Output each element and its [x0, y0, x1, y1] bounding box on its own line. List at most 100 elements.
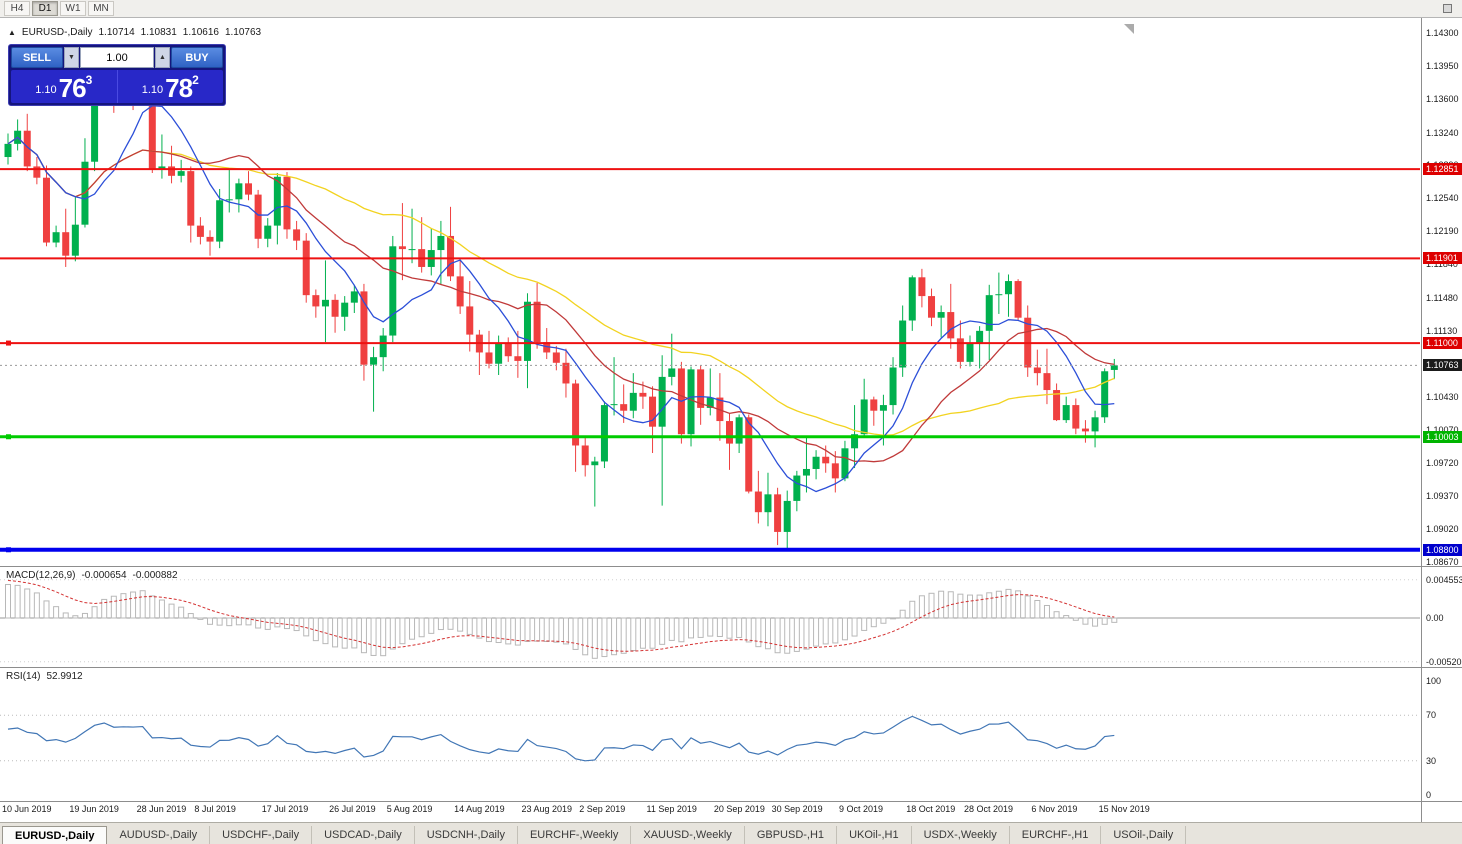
time-axis-label: 19 Jun 2019: [69, 804, 119, 814]
price-badge-1.08800: 1.08800: [1423, 543, 1462, 556]
time-axis-label: 23 Aug 2019: [521, 804, 573, 814]
macd-histogram: [5, 584, 1118, 659]
time-axis-label: 28 Jun 2019: [136, 804, 187, 814]
price-badge-1.11000: 1.11000: [1423, 337, 1462, 350]
chart-tab-GBPUSD-H1[interactable]: GBPUSD-,H1: [745, 826, 838, 844]
rsi-scale-label: 30: [1426, 755, 1437, 766]
time-axis-label: 17 Jul 2019: [261, 804, 309, 814]
pane-separator-rsi[interactable]: [0, 667, 1462, 668]
sell-price-display[interactable]: 1.10 76 3: [11, 70, 117, 103]
rsi-pane-layer: [0, 714, 1420, 762]
time-axis-label: 14 Aug 2019: [454, 804, 505, 814]
volume-input[interactable]: [80, 47, 154, 68]
buy-button[interactable]: BUY: [171, 47, 223, 68]
chart-shift-marker[interactable]: [1124, 24, 1134, 34]
chart-tabs: EURUSD-,Daily AUDUSD-,Daily USDCHF-,Daily U…: [0, 826, 1462, 844]
price-scale-label: 1.14300: [1426, 28, 1459, 38]
macd-value: -0.000654: [81, 570, 127, 581]
ohlc-high-value: 1.10831: [140, 27, 177, 38]
price-badge-1.10003: 1.10003: [1423, 430, 1462, 443]
volume-up-button[interactable]: ▲: [155, 47, 170, 68]
volume-down-button[interactable]: ▼: [64, 47, 79, 68]
time-axis-label: 8 Jul 2019: [194, 804, 236, 814]
candles-layer: [4, 49, 1118, 551]
price-scale-label: 1.11480: [1426, 292, 1458, 303]
chart-tab-XAUUSD-Weekly[interactable]: XAUUSD-,Weekly: [631, 826, 745, 844]
time-axis-label: 28 Oct 2019: [964, 804, 1014, 814]
chart-title-line: ▲ EURUSD-,Daily 1.10714 1.10831 1.10616 …: [8, 27, 261, 38]
macd-name: MACD(12,26,9): [6, 570, 76, 581]
sell-price-big-digits: 76: [58, 73, 87, 103]
rsi-name: RSI(14): [6, 671, 41, 682]
price-scale: 1.143001.139501.136001.132401.128901.125…: [1423, 0, 1462, 844]
one-click-toggle-icon[interactable]: ▲: [8, 28, 16, 37]
time-axis-label: 10 Jun 2019: [2, 804, 52, 814]
main-pane-layer: [0, 49, 1420, 553]
ma-8-line: [7, 105, 1115, 493]
chart-tab-UKOil-H1[interactable]: UKOil-,H1: [837, 826, 912, 844]
chart-tab-EURCHF-Weekly[interactable]: EURCHF-,Weekly: [518, 826, 632, 844]
ohlc-low-value: 1.10616: [182, 27, 219, 38]
one-click-trading-panel: SELL ▼ ▲ BUY 1.10 76 3 1.10 78 2: [8, 44, 226, 106]
price-scale-label: 1.13950: [1426, 60, 1459, 71]
chart-tab-EURUSD-Daily[interactable]: EURUSD-,Daily: [2, 826, 108, 844]
hline-handle[interactable]: [6, 340, 11, 346]
macd-scale-label: 0.0045536: [1426, 574, 1462, 585]
macd-indicator-label: MACD(12,26,9) -0.000654 -0.000882: [6, 570, 178, 581]
chart-symbol-label: EURUSD-,Daily: [21, 27, 93, 38]
rsi-indicator-label: RSI(14) 52.9912: [6, 671, 83, 682]
timeframe-button-D1[interactable]: D1: [32, 1, 58, 16]
chart-tab-USDCNH-Daily[interactable]: USDCNH-,Daily: [415, 826, 518, 844]
time-axis-label: 5 Aug 2019: [386, 804, 433, 814]
price-scale-label: 1.12190: [1426, 226, 1459, 237]
time-axis-label: 2 Sep 2019: [579, 804, 626, 814]
timeframe-button-W1[interactable]: W1: [60, 1, 86, 16]
pane-separator-macd[interactable]: [0, 566, 1462, 567]
price-scale-label: 1.13600: [1426, 93, 1459, 104]
time-axis-label: 20 Sep 2019: [713, 804, 765, 814]
chart-tab-EURCHF-H1[interactable]: EURCHF-,H1: [1010, 826, 1102, 844]
ma-17-line: [7, 136, 1115, 463]
time-axis-label: 18 Oct 2019: [906, 804, 956, 814]
ma-34-line: [7, 136, 1115, 436]
price-divider: [116, 70, 118, 103]
timeframe-button-MN[interactable]: MN: [88, 1, 114, 16]
chart-tab-USDCHF-Daily[interactable]: USDCHF-,Daily: [210, 826, 313, 844]
time-axis-label: 26 Jul 2019: [329, 804, 376, 814]
rsi-scale-label: 100: [1426, 676, 1442, 686]
buy-price-pipette: 2: [192, 73, 199, 87]
hline-handle[interactable]: [6, 434, 11, 440]
macd-signal-line: [7, 579, 1115, 652]
buy-price-prefix: 1.10: [141, 84, 164, 96]
hline-handle[interactable]: [6, 547, 11, 553]
chart-tab-AUDUSD-Daily[interactable]: AUDUSD-,Daily: [107, 826, 211, 844]
sell-price-pipette: 3: [85, 73, 93, 87]
price-scale-label: 1.09720: [1426, 458, 1459, 469]
rsi-scale-label: 0: [1426, 790, 1432, 800]
chart-tab-USDCAD-Daily[interactable]: USDCAD-,Daily: [312, 826, 415, 844]
price-scale-label: 1.09020: [1426, 524, 1459, 535]
price-scale-label: 1.11130: [1426, 325, 1458, 336]
time-axis-label: 15 Nov 2019: [1098, 804, 1150, 814]
time-axis-label: 6 Nov 2019: [1031, 804, 1078, 814]
price-scale-label: 1.09370: [1426, 491, 1459, 502]
price-scale-label: 1.08670: [1426, 556, 1459, 567]
sell-price-prefix: 1.10: [35, 84, 57, 96]
window-restore-icon[interactable]: [1443, 4, 1452, 13]
timeframe-button-H4[interactable]: H4: [4, 1, 30, 16]
price-scale-label: 1.10430: [1426, 391, 1459, 402]
time-axis-label: 30 Sep 2019: [771, 804, 823, 814]
price-badge-1.10763: 1.10763: [1423, 359, 1462, 372]
macd-signal-value: -0.000882: [132, 570, 178, 581]
macd-pane-layer: [0, 579, 1420, 663]
chart-tab-USOil-Daily[interactable]: USOil-,Daily: [1101, 826, 1187, 844]
buy-price-display[interactable]: 1.10 78 2: [118, 70, 224, 103]
time-axis-label: 9 Oct 2019: [838, 804, 883, 814]
rsi-line: [7, 715, 1115, 762]
sell-button[interactable]: SELL: [11, 47, 63, 68]
ohlc-close-value: 1.10763: [224, 27, 262, 38]
chart-tab-USDX-Weekly[interactable]: USDX-,Weekly: [912, 826, 1010, 844]
